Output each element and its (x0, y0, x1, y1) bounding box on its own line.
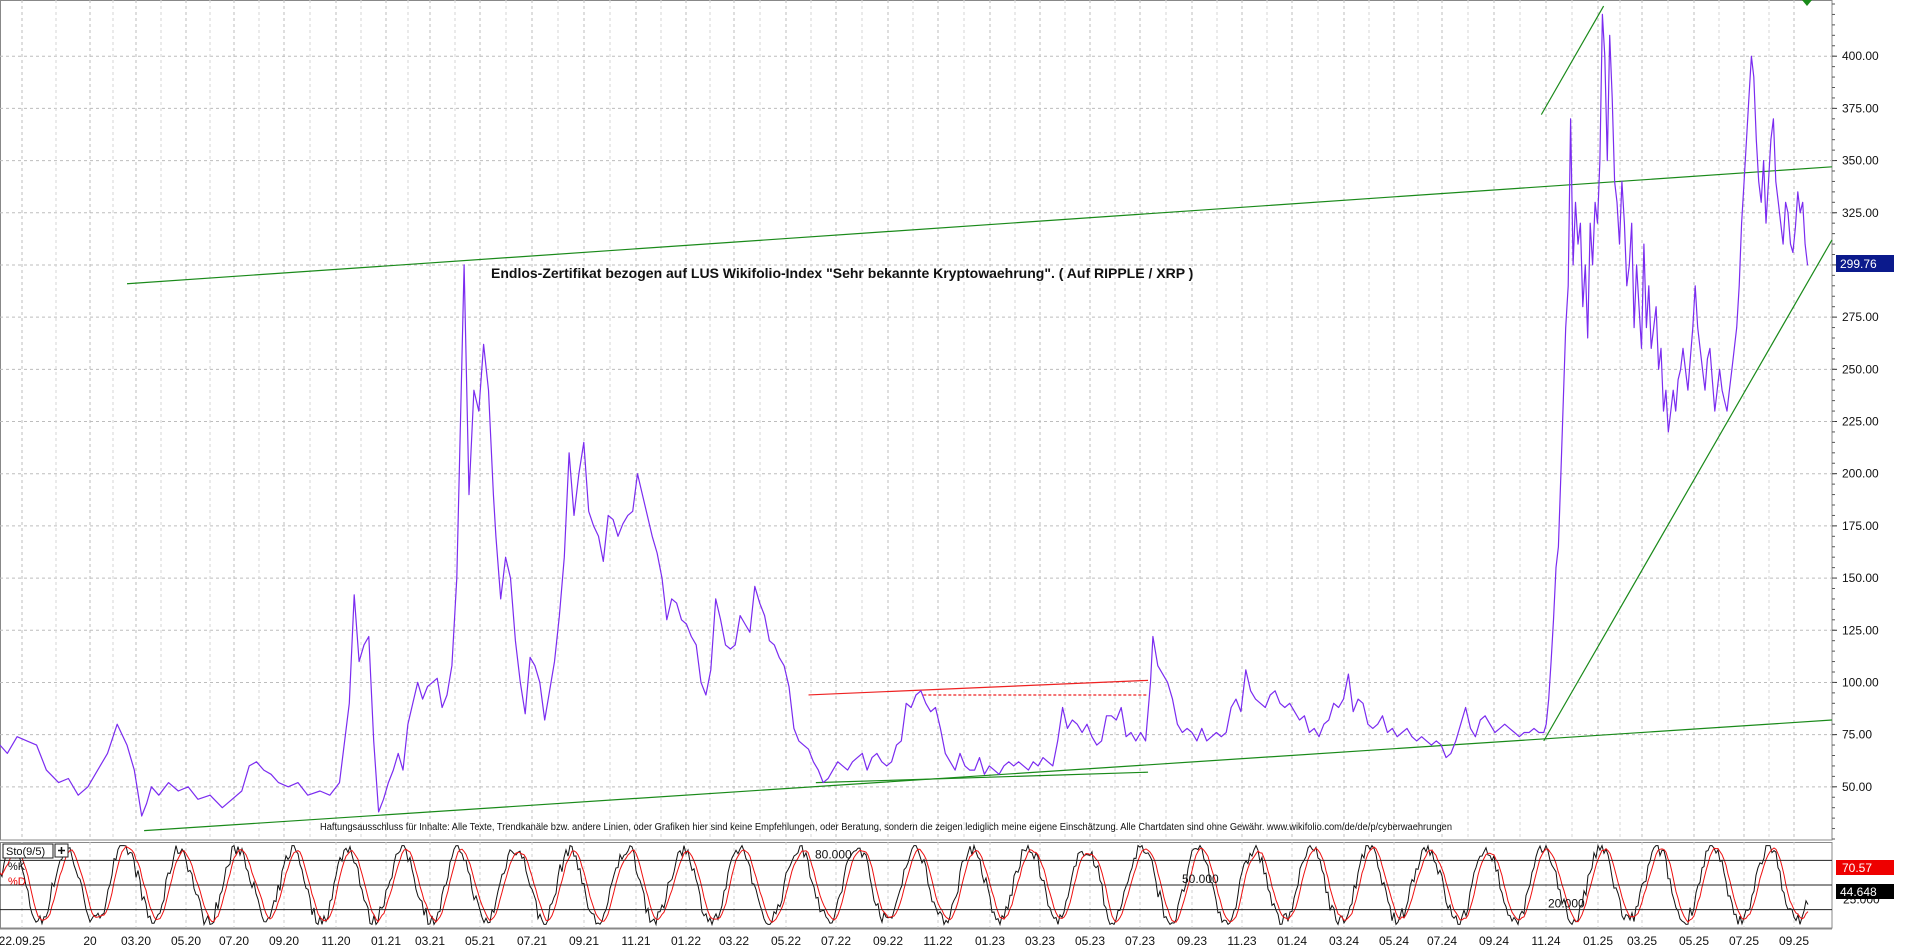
x-tick-label: 11.21 (621, 934, 650, 948)
x-tick-label: 09.25 (1779, 934, 1809, 948)
chart-title: Endlos-Zertifikat bezogen auf LUS Wikifo… (491, 265, 1193, 281)
sto-k-value: 70.57 (1842, 861, 1872, 875)
legend-d: %D (8, 876, 26, 888)
x-tick-label: 09.20 (269, 934, 299, 948)
x-tick-label: 01.21 (371, 934, 401, 948)
x-tick-label: 07.25 (1729, 934, 1759, 948)
x-tick-label: 05.25 (1679, 934, 1709, 948)
y-tick-label: 125.00 (1842, 623, 1879, 637)
x-tick-label: 01.25 (1583, 934, 1613, 948)
y-tick-label: 75.00 (1842, 728, 1872, 742)
y-tick-label: 225.00 (1842, 415, 1879, 429)
x-tick-label: 07.21 (517, 934, 547, 948)
x-tick-label: 01.22 (671, 934, 701, 948)
x-tick-label: 11.22 (923, 934, 952, 948)
trendlines (126, 5, 1833, 832)
sto-d-line (0, 845, 1809, 924)
y-tick-label: 325.00 (1842, 206, 1879, 220)
x-tick-label: 22.09.25 (0, 934, 46, 948)
x-tick-label: 07.20 (219, 934, 249, 948)
x-tick-label: 09.21 (569, 934, 599, 948)
x-tick-label: 03.23 (1025, 934, 1055, 948)
x-tick-label: 01.24 (1277, 934, 1307, 948)
x-tick-label: 07.24 (1427, 934, 1457, 948)
y-tick-label: 350.00 (1842, 154, 1879, 168)
trendline (808, 679, 1149, 696)
y-tick-label: 275.00 (1842, 310, 1879, 324)
x-axis: 22.09.25 20 03.20 05.20 07.20 09.20 11.20 01.21… (0, 928, 1832, 948)
x-tick-label: 11.20 (321, 934, 350, 948)
green-arrow-icon (1802, 0, 1812, 6)
y-tick-label: 375.00 (1842, 101, 1879, 115)
x-tick-label: 03.22 (719, 934, 749, 948)
y-tick-label: 400.00 (1842, 49, 1879, 63)
price-line (0, 13, 1809, 817)
sto-value-tags: 70.57 44.648 (1836, 860, 1894, 899)
main-plot-frame (0, 0, 1833, 841)
x-tick-label: 03.20 (121, 934, 151, 948)
x-tick-label: 05.24 (1379, 934, 1409, 948)
trendline (815, 771, 1149, 784)
y-tick-label: 100.00 (1842, 675, 1879, 689)
sto-level-label: 20.000 (1548, 897, 1585, 911)
x-tick-label: 03.24 (1329, 934, 1359, 948)
trendline (126, 166, 1833, 285)
disclaimer-text: Haftungsausschluss für Inhalte: Alle Tex… (320, 822, 1452, 833)
last-value-tag: 299.76 (1836, 255, 1894, 272)
price-series (0, 13, 1809, 817)
x-tick-label: 20 (83, 934, 97, 948)
main-grid (0, 0, 1833, 841)
x-tick-label: 11.24 (1531, 934, 1560, 948)
last-value-label: 299.76 (1840, 257, 1877, 271)
x-tick-label: 05.20 (171, 934, 201, 948)
x-tick-label: 07.22 (821, 934, 851, 948)
y-tick-label: 250.00 (1842, 362, 1879, 376)
plus-icon-glyph (58, 847, 65, 854)
y-tick-label: 150.00 (1842, 571, 1879, 585)
trendline (1540, 5, 1605, 115)
sto-level-label: 80.000 (815, 847, 852, 861)
x-tick-label: 05.23 (1075, 934, 1105, 948)
trendline (1543, 239, 1833, 742)
x-tick-label: 03.25 (1627, 934, 1657, 948)
sto-d-value: 44.648 (1840, 885, 1877, 899)
y-tick-label: 50.00 (1842, 780, 1872, 794)
x-tick-label: 05.21 (465, 934, 495, 948)
y-tick-label: 200.00 (1842, 467, 1879, 481)
y-axis: 50.00 75.00 100.00 125.00 150.00 175.00 200.00… (1832, 3, 1879, 840)
sto-indicator-label: Sto(9/5) (6, 846, 45, 858)
x-tick-label: 07.23 (1125, 934, 1155, 948)
x-tick-label: 09.24 (1479, 934, 1509, 948)
legend-k: %K (8, 861, 26, 873)
x-tick-label: 03.21 (415, 934, 445, 948)
x-tick-label: 09.23 (1177, 934, 1207, 948)
y-tick-label: 175.00 (1842, 519, 1879, 533)
x-tick-label: 11.23 (1227, 934, 1256, 948)
x-tick-label: 01.23 (975, 934, 1005, 948)
x-tick-label: 05.22 (771, 934, 801, 948)
trendline (144, 719, 1833, 832)
sto-level-label: 50.000 (1182, 872, 1219, 886)
x-tick-label: 09.22 (873, 934, 903, 948)
